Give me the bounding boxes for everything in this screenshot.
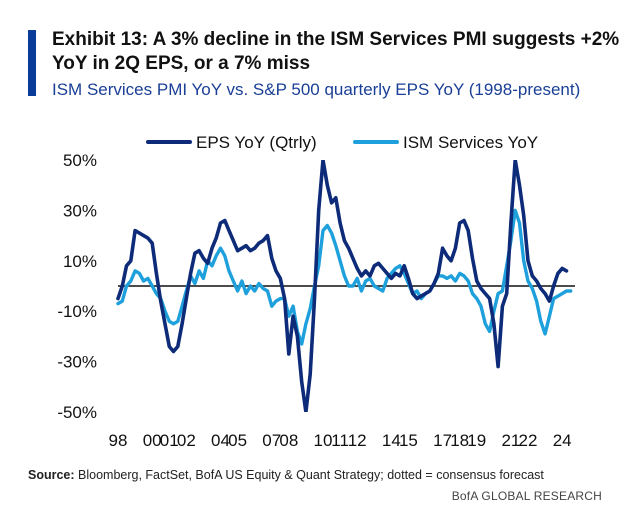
x-tick-label: 08 bbox=[279, 431, 298, 450]
x-tick-label: 22 bbox=[519, 431, 538, 450]
x-tick-label: 24 bbox=[553, 431, 572, 450]
x-tick-label: 01 bbox=[160, 431, 179, 450]
x-tick-label: 07 bbox=[262, 431, 281, 450]
eps-series-line bbox=[116, 160, 569, 412]
legend-ism-label: ISM Services YoY bbox=[403, 133, 538, 152]
title-accent-bar bbox=[28, 30, 36, 96]
y-tick-label: 30% bbox=[63, 201, 97, 220]
exhibit-title: Exhibit 13: A 3% decline in the ISM Serv… bbox=[52, 29, 620, 74]
ism-series-line bbox=[116, 208, 573, 346]
x-tick-label: 00 bbox=[143, 431, 162, 450]
x-tick-label: 17 bbox=[433, 431, 452, 450]
y-tick-label: 10% bbox=[63, 252, 97, 271]
x-tick-label: 21 bbox=[501, 431, 520, 450]
x-tick-label: 18 bbox=[450, 431, 469, 450]
exhibit-subtitle: ISM Services PMI YoY vs. S&P 500 quarter… bbox=[52, 80, 581, 99]
source-note: Source: Bloomberg, FactSet, BofA US Equi… bbox=[28, 468, 544, 482]
x-tick-label: 04 bbox=[211, 431, 230, 450]
y-tick-label: -30% bbox=[57, 353, 97, 372]
y-tick-label: -10% bbox=[57, 302, 97, 321]
x-tick-label: 14 bbox=[382, 431, 401, 450]
source-label: Source: bbox=[28, 468, 75, 482]
x-tick-label: 11 bbox=[331, 431, 349, 450]
legend-eps-label: EPS YoY (Qtrly) bbox=[196, 133, 317, 152]
x-tick-label: 02 bbox=[177, 431, 196, 450]
y-tick-label: 50% bbox=[63, 151, 97, 170]
y-tick-label: -50% bbox=[57, 403, 97, 422]
x-tick-label: 15 bbox=[399, 431, 418, 450]
x-tick-label: 12 bbox=[348, 431, 367, 450]
x-tick-label: 98 bbox=[109, 431, 128, 450]
x-tick-label: 10 bbox=[314, 431, 333, 450]
x-tick-label: 19 bbox=[467, 431, 486, 450]
x-tick-label: 05 bbox=[228, 431, 247, 450]
source-text: Bloomberg, FactSet, BofA US Equity & Qua… bbox=[74, 468, 544, 482]
brand-label: BofA GLOBAL RESEARCH bbox=[451, 489, 602, 503]
